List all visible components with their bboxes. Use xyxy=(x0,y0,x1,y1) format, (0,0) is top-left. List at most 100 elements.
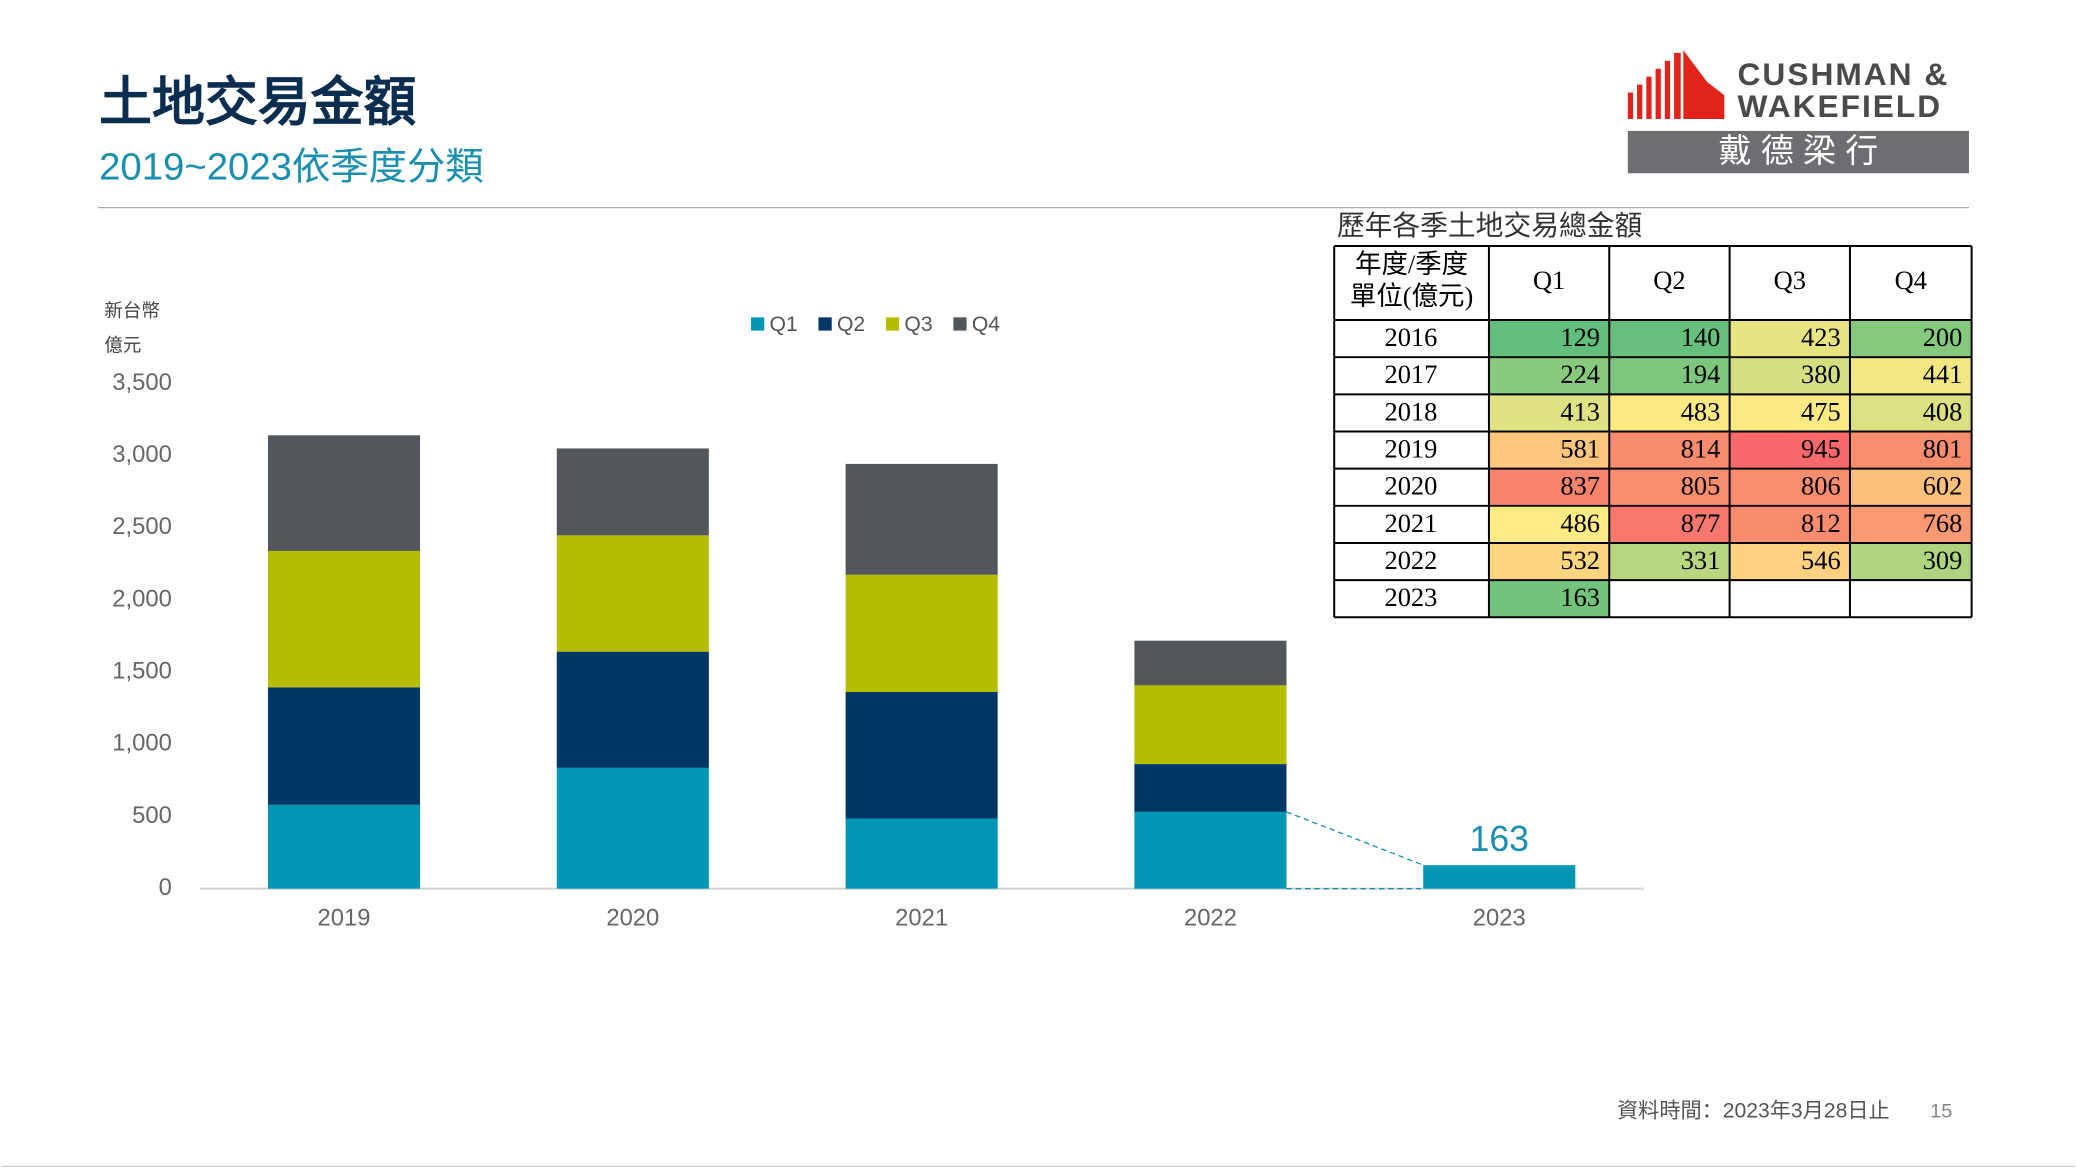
table-cell-value: 140 xyxy=(1681,322,1721,352)
bar-segment xyxy=(845,574,998,692)
table-cell-value: 475 xyxy=(1801,396,1841,426)
table-row-label: 2020 xyxy=(1384,471,1437,501)
table-cell-value: 129 xyxy=(1560,322,1600,352)
table-cell xyxy=(1849,542,1972,581)
y-tick-label: 0 xyxy=(159,874,172,901)
table-cell-value: 945 xyxy=(1801,433,1841,463)
table-cell xyxy=(1729,580,1850,618)
table-cell xyxy=(1488,320,1610,358)
legend-swatch xyxy=(953,317,967,331)
table-cell-value: 408 xyxy=(1923,396,1963,426)
table-cell xyxy=(1609,468,1730,506)
legend-swatch xyxy=(818,317,832,331)
bar-segment xyxy=(267,687,421,805)
table-cell-value: 331 xyxy=(1681,545,1721,575)
y-tick-label: 3,500 xyxy=(112,369,172,396)
table-cell-value: 602 xyxy=(1923,471,1963,501)
table-cell xyxy=(1849,394,1972,432)
table-cell xyxy=(1488,580,1610,618)
table-header: Q4 xyxy=(1895,265,1927,295)
table-title: 歷年各季土地交易總金額 xyxy=(1337,211,1642,242)
table-cell xyxy=(1488,357,1610,395)
table-cell-value: 877 xyxy=(1681,508,1721,538)
logo-text: WAKEFIELD xyxy=(1738,88,1943,124)
logo-chinese: 戴 德 梁 行 xyxy=(1719,133,1879,170)
table-cell xyxy=(1729,505,1850,543)
table-cell xyxy=(1849,505,1972,543)
bar-segment xyxy=(556,448,709,536)
bar-segment xyxy=(1134,640,1287,686)
table-row-label: 2017 xyxy=(1384,359,1437,389)
y-tick-label: 1,000 xyxy=(112,730,172,757)
table-cell xyxy=(1849,580,1972,618)
table-cell xyxy=(1609,431,1730,469)
bar-segment xyxy=(1423,865,1576,889)
table-cell-value: 423 xyxy=(1801,322,1841,352)
table-row-label: 2018 xyxy=(1384,396,1437,426)
bar-segment xyxy=(556,767,709,889)
table-header: 單位(億元) xyxy=(1350,281,1473,311)
table-cell-value: 805 xyxy=(1681,471,1721,501)
table-cell-value: 546 xyxy=(1801,545,1841,575)
table-row-label: 2016 xyxy=(1384,322,1437,352)
bar-segment xyxy=(267,435,421,551)
table-cell-value: 163 xyxy=(1560,582,1600,612)
legend-label: Q1 xyxy=(770,313,798,336)
y-tick-label: 2,500 xyxy=(112,513,172,540)
table-cell xyxy=(1609,357,1730,395)
table-cell xyxy=(1609,580,1730,618)
logo-box xyxy=(1627,130,1969,174)
table-cell xyxy=(1729,468,1850,506)
table-header: Q2 xyxy=(1653,265,1685,295)
table-cell-value: 309 xyxy=(1923,545,1963,575)
table-cell-value: 380 xyxy=(1801,359,1841,389)
table-cell xyxy=(1609,394,1730,432)
bar-segment xyxy=(845,691,998,819)
table-cell xyxy=(1609,320,1730,358)
bar-segment xyxy=(845,463,998,575)
x-tick-label: 2023 xyxy=(1473,904,1526,931)
data-label: 163 xyxy=(1469,819,1529,859)
subtitle: 2019~2023依季度分類 xyxy=(99,145,484,188)
title: 土地交易金額 xyxy=(99,73,416,132)
table-cell-value: 806 xyxy=(1801,471,1841,501)
x-tick-label: 2022 xyxy=(1184,904,1237,931)
bar-segment xyxy=(1134,685,1287,765)
table-cell xyxy=(1488,542,1610,581)
table-cell-value: 837 xyxy=(1560,471,1600,501)
y-axis-label: 億元 xyxy=(104,334,141,355)
table-header: 年度/季度 xyxy=(1355,249,1468,279)
connector xyxy=(1286,811,1424,866)
x-tick-label: 2020 xyxy=(606,904,659,931)
table-cell-value: 814 xyxy=(1681,433,1721,463)
legend-label: Q2 xyxy=(837,313,865,336)
table-cell-value: 483 xyxy=(1681,396,1721,426)
bar-segment xyxy=(1134,811,1287,889)
table-cell xyxy=(1729,320,1850,358)
table-cell xyxy=(1488,394,1610,432)
y-tick-label: 2,000 xyxy=(112,585,172,612)
table-cell xyxy=(1488,505,1610,543)
table-cell-value: 801 xyxy=(1923,433,1963,463)
table-cell xyxy=(1849,320,1972,358)
bar-segment xyxy=(267,550,421,688)
table-cell-value: 413 xyxy=(1560,396,1600,426)
table-cell xyxy=(1609,542,1730,581)
table-row-label: 2019 xyxy=(1384,433,1437,463)
table-header: Q3 xyxy=(1774,265,1806,295)
table-row-label: 2021 xyxy=(1384,508,1437,538)
table-cell xyxy=(1609,505,1730,543)
y-tick-label: 3,000 xyxy=(112,441,172,468)
legend-swatch xyxy=(751,317,765,331)
y-tick-label: 1,500 xyxy=(112,657,172,684)
table-cell xyxy=(1729,542,1850,581)
table-cell xyxy=(1488,468,1610,506)
bar-segment xyxy=(845,818,998,889)
table-cell xyxy=(1729,431,1850,469)
bar-segment xyxy=(267,804,421,889)
table-cell xyxy=(1849,357,1972,395)
page-number: 15 xyxy=(1930,1100,1952,1122)
legend-label: Q4 xyxy=(972,313,1000,336)
table-cell-value: 200 xyxy=(1923,322,1963,352)
